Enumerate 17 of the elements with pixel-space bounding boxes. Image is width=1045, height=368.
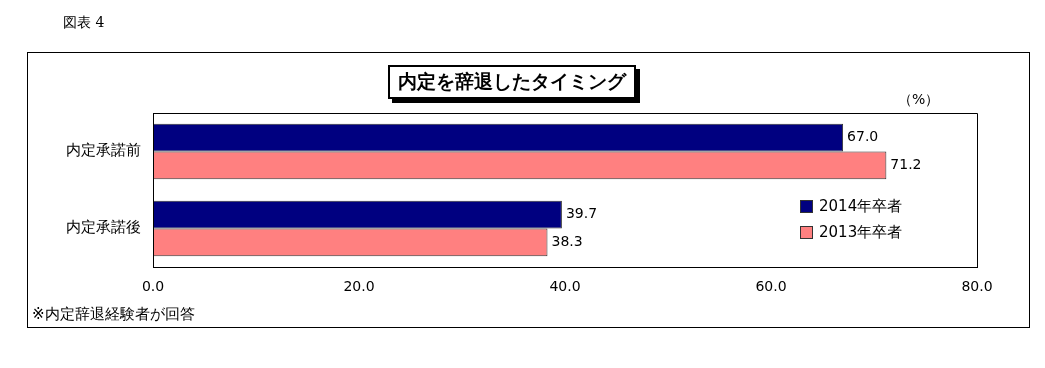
legend-label: 2014年卒者	[819, 196, 903, 216]
x-tick-label: 60.0	[755, 278, 787, 295]
chart-title: 内定を辞退したタイミング	[388, 65, 636, 99]
text: ※内定辞退経験者が回答	[32, 305, 195, 324]
data-label: 38.3	[551, 233, 583, 249]
x-tick-label: 80.0	[961, 278, 993, 295]
x-axis-title: （%）	[898, 91, 940, 109]
legend-label: 2013年卒者	[819, 222, 903, 242]
data-label: 39.7	[565, 205, 598, 222]
data-label: 71.2	[890, 156, 922, 172]
y-tick-label: 内定承諾後	[66, 218, 141, 237]
data-label: 67.0	[847, 128, 879, 145]
x-tick-label: 0.0	[141, 278, 165, 295]
x-tick-label: 40.0	[549, 278, 581, 295]
text: 図表 4	[63, 14, 105, 32]
y-tick-label: 内定承諾前	[66, 141, 141, 160]
x-tick-label: 20.0	[343, 278, 375, 295]
